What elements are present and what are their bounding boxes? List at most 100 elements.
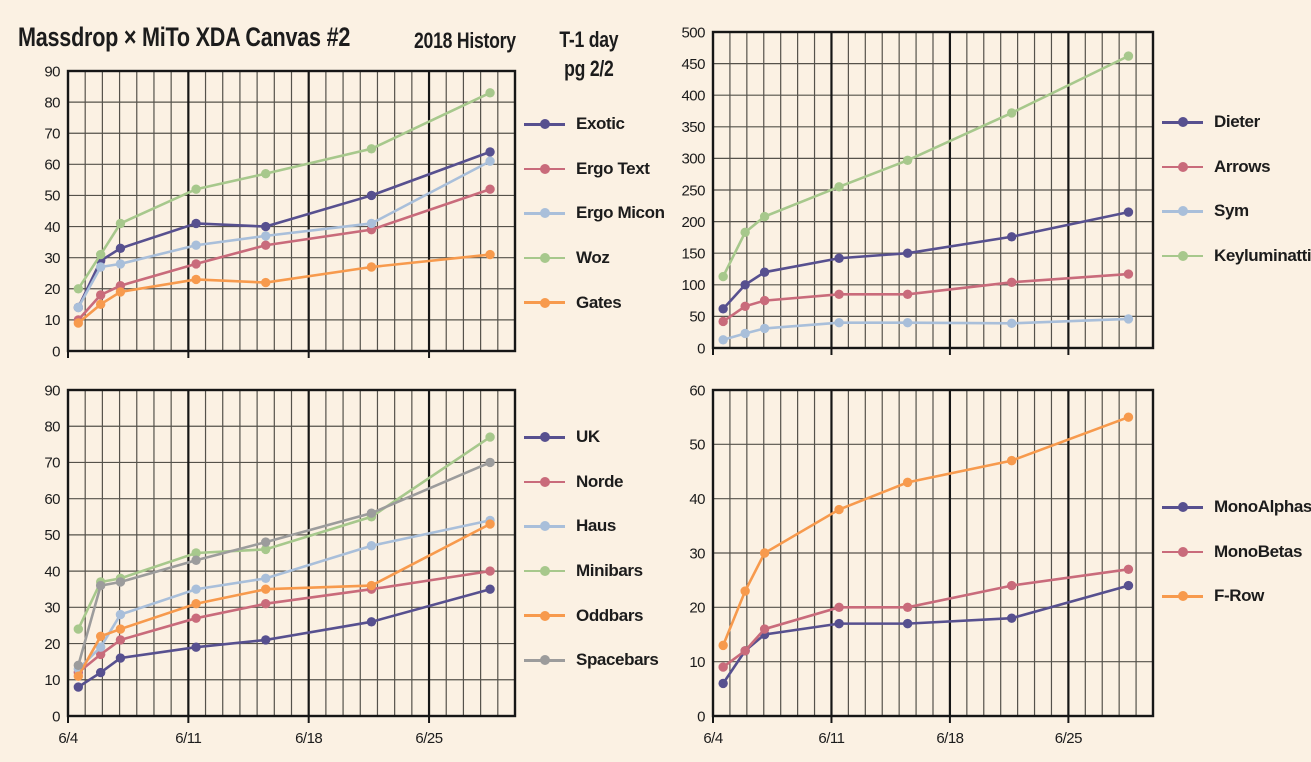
svg-text:50: 50 [44, 188, 60, 205]
svg-text:6/18: 6/18 [295, 730, 322, 747]
line-chart-bottom-right: 6/4 6/11 6/18 6/25 60 50 40 30 20 10 0 [689, 382, 1155, 747]
legend-item-woz: Woz [524, 236, 665, 281]
legend-item-haus: Haus [524, 504, 658, 549]
legend-line-icon [524, 610, 565, 621]
svg-text:40: 40 [44, 563, 60, 580]
legend-label: UK [576, 427, 600, 447]
legend-dot-icon [1177, 161, 1188, 172]
svg-text:90: 90 [44, 63, 60, 80]
legend-item-f-row: F-Row [1162, 574, 1311, 619]
page-note-line1: T-1 day [559, 27, 619, 52]
legend-dot-icon [1177, 546, 1188, 557]
legend-line-icon [524, 521, 565, 532]
legend-item-minibars: Minibars [524, 549, 658, 594]
legend-bottom-right: MonoAlphas MonoBetas F-Row [1162, 485, 1311, 619]
svg-text:60: 60 [44, 491, 60, 508]
legend-label: Sym [1214, 201, 1249, 221]
page-note: T-1 day pg 2/2 [543, 25, 635, 83]
svg-text:80: 80 [44, 418, 60, 435]
legend-item-oddbars: Oddbars [524, 593, 658, 638]
legend-label: F-Row [1214, 586, 1264, 606]
svg-text:0: 0 [52, 343, 60, 360]
svg-text:40: 40 [689, 491, 705, 508]
page-subtitle: 2018 History [414, 28, 541, 54]
legend-label: MonoAlphas [1214, 497, 1311, 517]
svg-text:10: 10 [44, 672, 60, 689]
svg-text:250: 250 [681, 182, 705, 199]
page-title-text: Massdrop × MiTo XDA Canvas #2 [18, 22, 351, 52]
legend-line-icon [1162, 161, 1203, 172]
line-chart-top-left: 90 80 70 60 50 40 30 20 10 0 [44, 63, 517, 360]
svg-text:100: 100 [681, 277, 705, 294]
svg-text:200: 200 [681, 214, 705, 231]
legend-line-icon [524, 476, 565, 487]
legend-top-left: Exotic Ergo Text Ergo Micon Woz Gates [524, 102, 665, 325]
legend-top-right: Dieter Arrows Sym Keyluminatti [1162, 100, 1311, 278]
svg-text:90: 90 [44, 382, 60, 399]
legend-item-exotic: Exotic [524, 102, 665, 147]
svg-text:70: 70 [44, 455, 60, 472]
legend-label: Exotic [576, 114, 625, 134]
legend-label: Dieter [1214, 112, 1260, 132]
legend-item-dieter: Dieter [1162, 100, 1311, 145]
svg-text:6/4: 6/4 [58, 730, 78, 747]
legend-label: Ergo Text [576, 158, 650, 178]
legend-item-norde: Norde [524, 460, 658, 505]
legend-dot-icon [539, 566, 550, 577]
svg-text:30: 30 [689, 545, 705, 562]
legend-item-gates: Gates [524, 280, 665, 325]
legend-label: Ergo Micon [576, 203, 665, 223]
legend-label: Gates [576, 292, 622, 312]
legend-line-icon [524, 253, 565, 264]
legend-label: Minibars [576, 561, 643, 581]
legend-label: Arrows [1214, 156, 1271, 176]
legend-label: Keyluminatti [1214, 246, 1311, 266]
legend-line-icon [1162, 546, 1203, 557]
legend-dot-icon [539, 432, 550, 443]
legend-dot-icon [539, 253, 550, 264]
svg-text:40: 40 [44, 219, 60, 236]
legend-label: Oddbars [576, 605, 644, 625]
legend-line-icon [524, 119, 565, 130]
svg-text:70: 70 [44, 125, 60, 142]
svg-text:30: 30 [44, 250, 60, 267]
legend-line-icon [1162, 206, 1203, 217]
legend-bottom-left: UK Norde Haus Minibars Oddbars Spacebars [524, 415, 659, 683]
legend-line-icon [524, 655, 565, 666]
legend-item-monoalphas: MonoAlphas [1162, 485, 1311, 530]
legend-dot-icon [539, 208, 550, 219]
legend-item-ergo-text: Ergo Text [524, 147, 665, 192]
legend-dot-icon [539, 297, 550, 308]
svg-text:50: 50 [44, 527, 60, 544]
svg-text:20: 20 [44, 281, 60, 298]
legend-dot-icon [1177, 591, 1188, 602]
legend-line-icon [1162, 591, 1203, 602]
svg-text:300: 300 [681, 151, 705, 168]
legend-dot-icon [539, 521, 550, 532]
legend-item-ergo-micon: Ergo Micon [524, 191, 665, 236]
legend-line-icon [524, 566, 565, 577]
legend-dot-icon [1177, 117, 1188, 128]
page-title: Massdrop × MiTo XDA Canvas #2 [18, 22, 433, 53]
legend-line-icon [524, 432, 565, 443]
legend-dot-icon [1177, 502, 1188, 513]
svg-text:6/25: 6/25 [415, 730, 442, 747]
legend-dot-icon [1177, 251, 1188, 262]
svg-text:6/4: 6/4 [703, 730, 723, 747]
legend-dot-icon [539, 163, 550, 174]
legend-item-arrows: Arrows [1162, 145, 1311, 190]
legend-line-icon [1162, 251, 1203, 262]
svg-text:6/18: 6/18 [936, 730, 963, 747]
svg-text:10: 10 [689, 654, 705, 671]
svg-text:0: 0 [697, 340, 705, 357]
legend-item-sym: Sym [1162, 189, 1311, 234]
legend-line-icon [1162, 117, 1203, 128]
svg-text:6/11: 6/11 [818, 730, 844, 747]
svg-text:30: 30 [44, 600, 60, 617]
legend-label: Norde [576, 471, 624, 491]
legend-label: Woz [576, 248, 610, 268]
legend-dot-icon [539, 476, 550, 487]
svg-text:400: 400 [681, 87, 705, 104]
legend-label: Haus [576, 516, 616, 536]
